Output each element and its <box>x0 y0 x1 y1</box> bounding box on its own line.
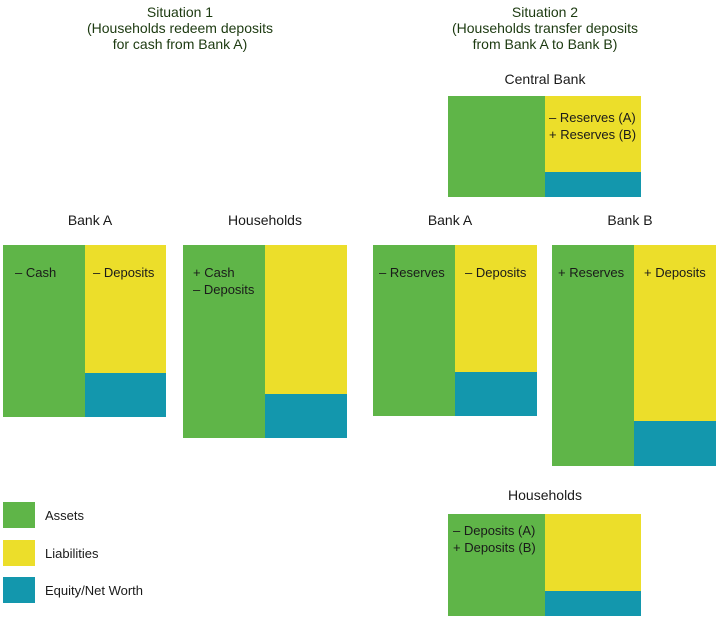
s2-bank-a-liabilities-text: – Deposits <box>465 264 526 281</box>
situation1-title: Situation 1 (Households redeem deposits … <box>60 4 300 52</box>
legend-assets-label: Assets <box>45 508 85 523</box>
s2-bank-a-liabilities <box>455 245 537 372</box>
s2-bank-b-equity <box>634 421 716 466</box>
s1-bank-a-liability-entry: – Deposits <box>93 265 155 280</box>
s2-bank-b-liability-entry: + Deposits <box>644 265 706 280</box>
legend-equity-label: Equity/Net Worth <box>45 583 144 598</box>
situation2-title: Situation 2 (Households transfer deposit… <box>425 4 665 52</box>
s2-bank-a-liability-entry: – Deposits <box>465 265 527 280</box>
s2-central-bank-assets <box>448 96 545 197</box>
s2-households-asset-entry: + Deposits (B) <box>453 540 536 555</box>
s2-bank-a-label: Bank A <box>427 212 473 228</box>
s1-bank-a-equity <box>85 373 166 417</box>
s2-bank-b-liabilities-text: + Deposits <box>644 264 706 281</box>
s2-central-bank-equity <box>545 172 641 197</box>
s2-bank-b-liabilities <box>634 245 716 421</box>
s1-households-asset-entry: – Deposits <box>193 282 255 297</box>
s1-households-assets <box>183 245 265 438</box>
situation2-title-line: from Bank A to Bank B) <box>472 36 618 52</box>
legend-liabilities-label: Liabilities <box>45 546 99 561</box>
s2-bank-a-assets-text: – Reserves <box>379 264 445 281</box>
s1-households-equity <box>265 394 347 438</box>
s2-households-equity <box>545 591 641 616</box>
legend-assets-swatch <box>3 502 35 528</box>
s1-bank-a-assets <box>3 245 85 417</box>
s2-bank-a-asset-entry: – Reserves <box>379 265 445 280</box>
legend-liabilities-swatch <box>3 540 35 566</box>
legend-equity-swatch <box>3 577 35 603</box>
s1-bank-a-label: Bank A <box>67 212 113 228</box>
s1-households-assets-text: + Cash – Deposits <box>193 264 254 298</box>
s1-bank-a-liabilities <box>85 245 166 373</box>
s2-central-bank-liabilities <box>545 96 641 172</box>
s2-households-asset-entry: – Deposits (A) <box>453 523 536 538</box>
s2-households-liabilities <box>545 514 641 591</box>
s2-bank-a-equity <box>455 372 537 416</box>
s2-central-bank-label: Central Bank <box>504 71 586 87</box>
s2-central-bank-liability-entry: – Reserves (A) <box>549 110 636 125</box>
s2-bank-b-label: Bank B <box>607 212 653 228</box>
s2-households-assets-text: – Deposits (A) + Deposits (B) <box>453 522 536 556</box>
s2-central-bank-liability-entry: + Reserves (B) <box>549 127 637 142</box>
s2-bank-b-assets-text: + Reserves <box>558 264 624 281</box>
situation2-title-line: (Households transfer deposits <box>452 20 638 36</box>
s2-bank-a-assets <box>373 245 455 416</box>
s1-households-liabilities <box>265 245 347 394</box>
s1-bank-a-assets-text: – Cash <box>15 264 56 281</box>
s2-households-assets <box>448 514 545 616</box>
s2-bank-b-assets <box>552 245 634 466</box>
s1-households-label: Households <box>228 212 302 228</box>
situation1-title-line: for cash from Bank A) <box>112 36 248 52</box>
situation1-title-line: (Households redeem deposits <box>87 20 273 36</box>
situation1-title-line: Situation 1 <box>146 4 214 20</box>
situation2-title-line: Situation 2 <box>511 4 579 20</box>
s1-bank-a-liabilities-text: – Deposits <box>93 264 154 281</box>
s2-bank-b-asset-entry: + Reserves <box>558 265 625 280</box>
s1-bank-a-asset-entry: – Cash <box>15 265 57 280</box>
s1-households-asset-entry: + Cash <box>193 265 235 280</box>
s2-central-bank-liabilities-text: – Reserves (A) + Reserves (B) <box>549 109 636 143</box>
s2-households-label: Households <box>508 487 582 503</box>
